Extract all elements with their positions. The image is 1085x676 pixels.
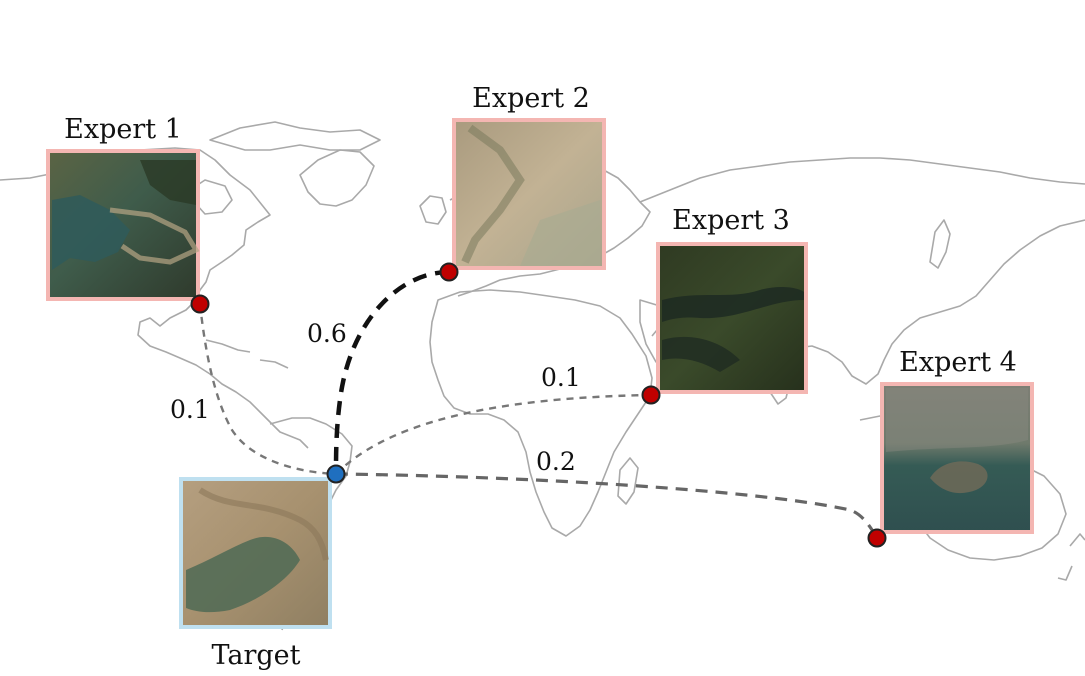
link-expert-3 [335,393,652,475]
link-expert-1 [198,303,337,476]
target-reservoir [186,536,300,613]
expert-1-water [52,195,130,270]
expert-1-forest [140,160,196,205]
expert-3-image-frame [656,242,808,394]
madagascar-outline [617,457,639,505]
expert-4-city [886,388,1028,452]
target-tile: Target [179,477,332,671]
markers [190,262,887,548]
caribbean-outline [205,339,289,369]
expert-2-location-marker [439,262,459,282]
expert-3-channel-2 [662,336,740,372]
expert-2-haze [520,200,600,266]
link-expert-2 [333,269,450,475]
expert-3-tile: Expert 3 [656,205,808,394]
expert-4-island [930,461,988,494]
expert-3-location-marker [641,385,661,405]
weight-expert-2: 0.6 [307,319,347,348]
expert-1-location-marker [190,294,210,314]
expert-4-tile: Expert 4 [880,347,1034,534]
expert-1-shore [109,207,200,265]
links [198,269,879,539]
expert-4-label: Expert 4 [899,347,1017,378]
weight-labels: 0.1 0.6 0.1 0.2 [170,319,581,476]
expert-2-tile: Expert 2 [452,83,606,270]
weight-expert-4: 0.2 [536,447,576,476]
link-expert-4 [335,472,879,539]
expert-3-channel [662,286,804,322]
arctic-islands-outline [209,121,381,151]
expert-1-label: Expert 1 [64,114,182,145]
weight-expert-1: 0.1 [170,395,210,424]
target-location-marker [326,464,346,484]
expert-2-label: Expert 2 [472,83,590,114]
weight-expert-3: 0.1 [541,363,581,392]
british-isles-outline [419,195,447,225]
greenland-outline [299,149,375,207]
new-zealand-outline [1057,533,1085,581]
target-label: Target [211,640,300,671]
expert-4-location-marker [867,528,887,548]
expert-2-ridge [461,124,525,264]
expert-4-image-frame [880,382,1034,534]
africa-outline [429,289,653,537]
target-ridge [198,487,329,561]
expert-1-tile: Expert 1 [46,114,200,301]
japan-outline [929,219,951,269]
expert-3-label: Expert 3 [672,205,790,236]
